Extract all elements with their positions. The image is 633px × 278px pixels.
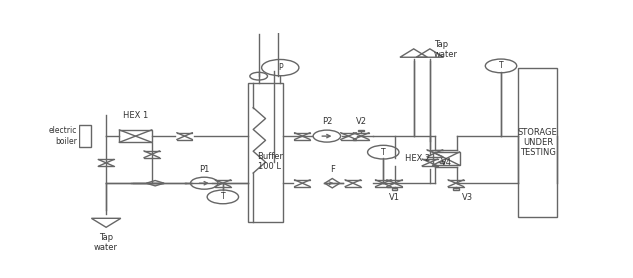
Text: T: T — [220, 192, 225, 201]
Bar — [432, 152, 460, 165]
Bar — [441, 161, 444, 163]
Text: STORAGE
UNDER
TESTING: STORAGE UNDER TESTING — [518, 128, 558, 157]
Bar — [392, 188, 398, 190]
Text: T: T — [381, 148, 385, 157]
Text: V2: V2 — [356, 118, 367, 126]
Bar — [358, 130, 364, 131]
Text: P2: P2 — [322, 118, 332, 126]
Text: V1: V1 — [389, 193, 400, 202]
Text: HEX 1: HEX 1 — [123, 111, 148, 120]
Bar — [248, 83, 283, 222]
Text: V3: V3 — [462, 193, 473, 202]
Bar — [518, 68, 558, 217]
Text: P: P — [278, 63, 282, 72]
Text: HEX 2: HEX 2 — [404, 154, 430, 163]
Text: Tap
water: Tap water — [434, 40, 458, 59]
Text: F: F — [330, 165, 335, 173]
Text: P1: P1 — [199, 165, 210, 173]
Bar — [453, 188, 459, 190]
Text: electric
boiler: electric boiler — [48, 126, 77, 146]
Bar — [79, 125, 91, 147]
Text: T: T — [499, 61, 503, 70]
Text: Tap
water: Tap water — [94, 233, 118, 252]
Bar — [120, 130, 152, 142]
Text: V4: V4 — [441, 158, 452, 167]
Text: Buffer
100 L: Buffer 100 L — [256, 152, 283, 172]
